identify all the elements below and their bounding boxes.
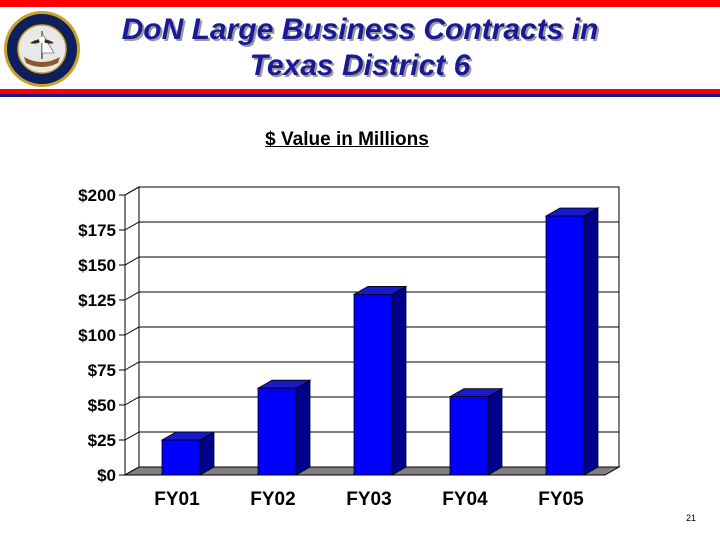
gridline [124,291,619,301]
top-accent-bar [0,0,720,7]
y-tick-label: $0 [97,466,116,485]
gridline [124,186,619,196]
x-category-label: FY01 [154,489,200,510]
chart-title: $ Value in Millions [265,129,429,150]
bar-side [391,285,407,476]
gridline [124,361,619,371]
bar [449,396,489,476]
slide-title-line-1: DoN Large Business Contracts in [121,13,599,46]
slide-title-line-2: Texas District 6 [249,49,471,82]
y-tick-label: $25 [88,431,116,450]
slide-title: DoN Large Business Contracts in Texas Di… [90,12,630,84]
y-tick-label: $100 [78,326,116,345]
title-underline-blue [0,94,720,97]
x-category-label: FY03 [346,489,391,510]
bar-chart: $0 $25 $50 $75 $100 $125 $150 $175 $200 FY01 FY02 F… [78,186,621,510]
bar [545,215,585,476]
y-tick-label: $150 [78,256,116,275]
y-tick-label: $200 [78,186,116,205]
bar-side [487,387,503,476]
gridline [124,256,619,266]
y-tick-label: $125 [78,291,116,310]
y-tick-label: $75 [88,361,116,380]
gridline [124,326,619,336]
bar [161,439,201,476]
bar [353,294,393,476]
page-number: 21 [686,513,697,523]
x-category-label: FY04 [442,489,488,510]
gridline [124,221,619,231]
x-category-label: FY05 [538,489,584,510]
bar-side [583,207,599,476]
y-tick-label: $50 [88,396,116,415]
bar-side [295,379,311,476]
title-underline-red [0,89,720,94]
navy-seal-logo [2,9,82,89]
x-category-label: FY02 [250,489,295,510]
bar [257,387,297,476]
y-tick-label: $175 [78,221,116,240]
